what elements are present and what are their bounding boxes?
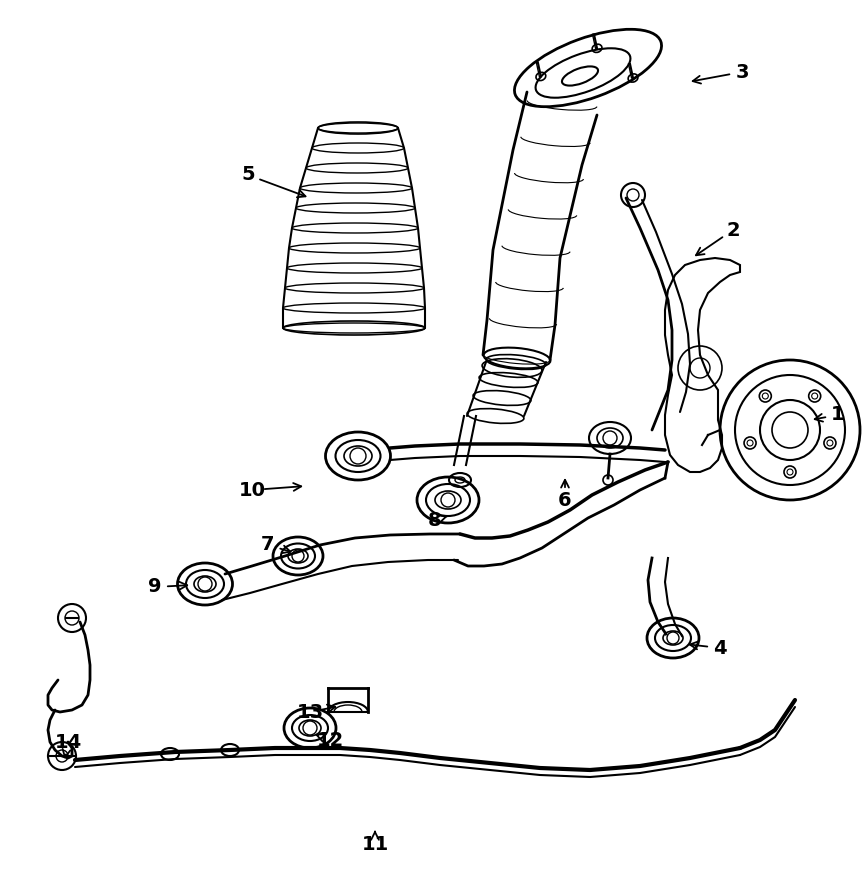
Text: 10: 10 [239, 480, 266, 500]
Text: 8: 8 [428, 510, 442, 529]
Text: 3: 3 [735, 62, 749, 81]
Text: 6: 6 [558, 491, 572, 509]
Text: 11: 11 [362, 836, 388, 855]
Text: 2: 2 [727, 220, 740, 240]
Text: 5: 5 [241, 165, 255, 185]
Text: 1: 1 [831, 405, 845, 424]
Text: 7: 7 [261, 536, 275, 555]
Text: 12: 12 [317, 731, 343, 750]
Text: 4: 4 [713, 639, 727, 657]
Text: 9: 9 [148, 578, 162, 597]
Text: 14: 14 [54, 732, 81, 752]
Text: 13: 13 [297, 703, 324, 722]
